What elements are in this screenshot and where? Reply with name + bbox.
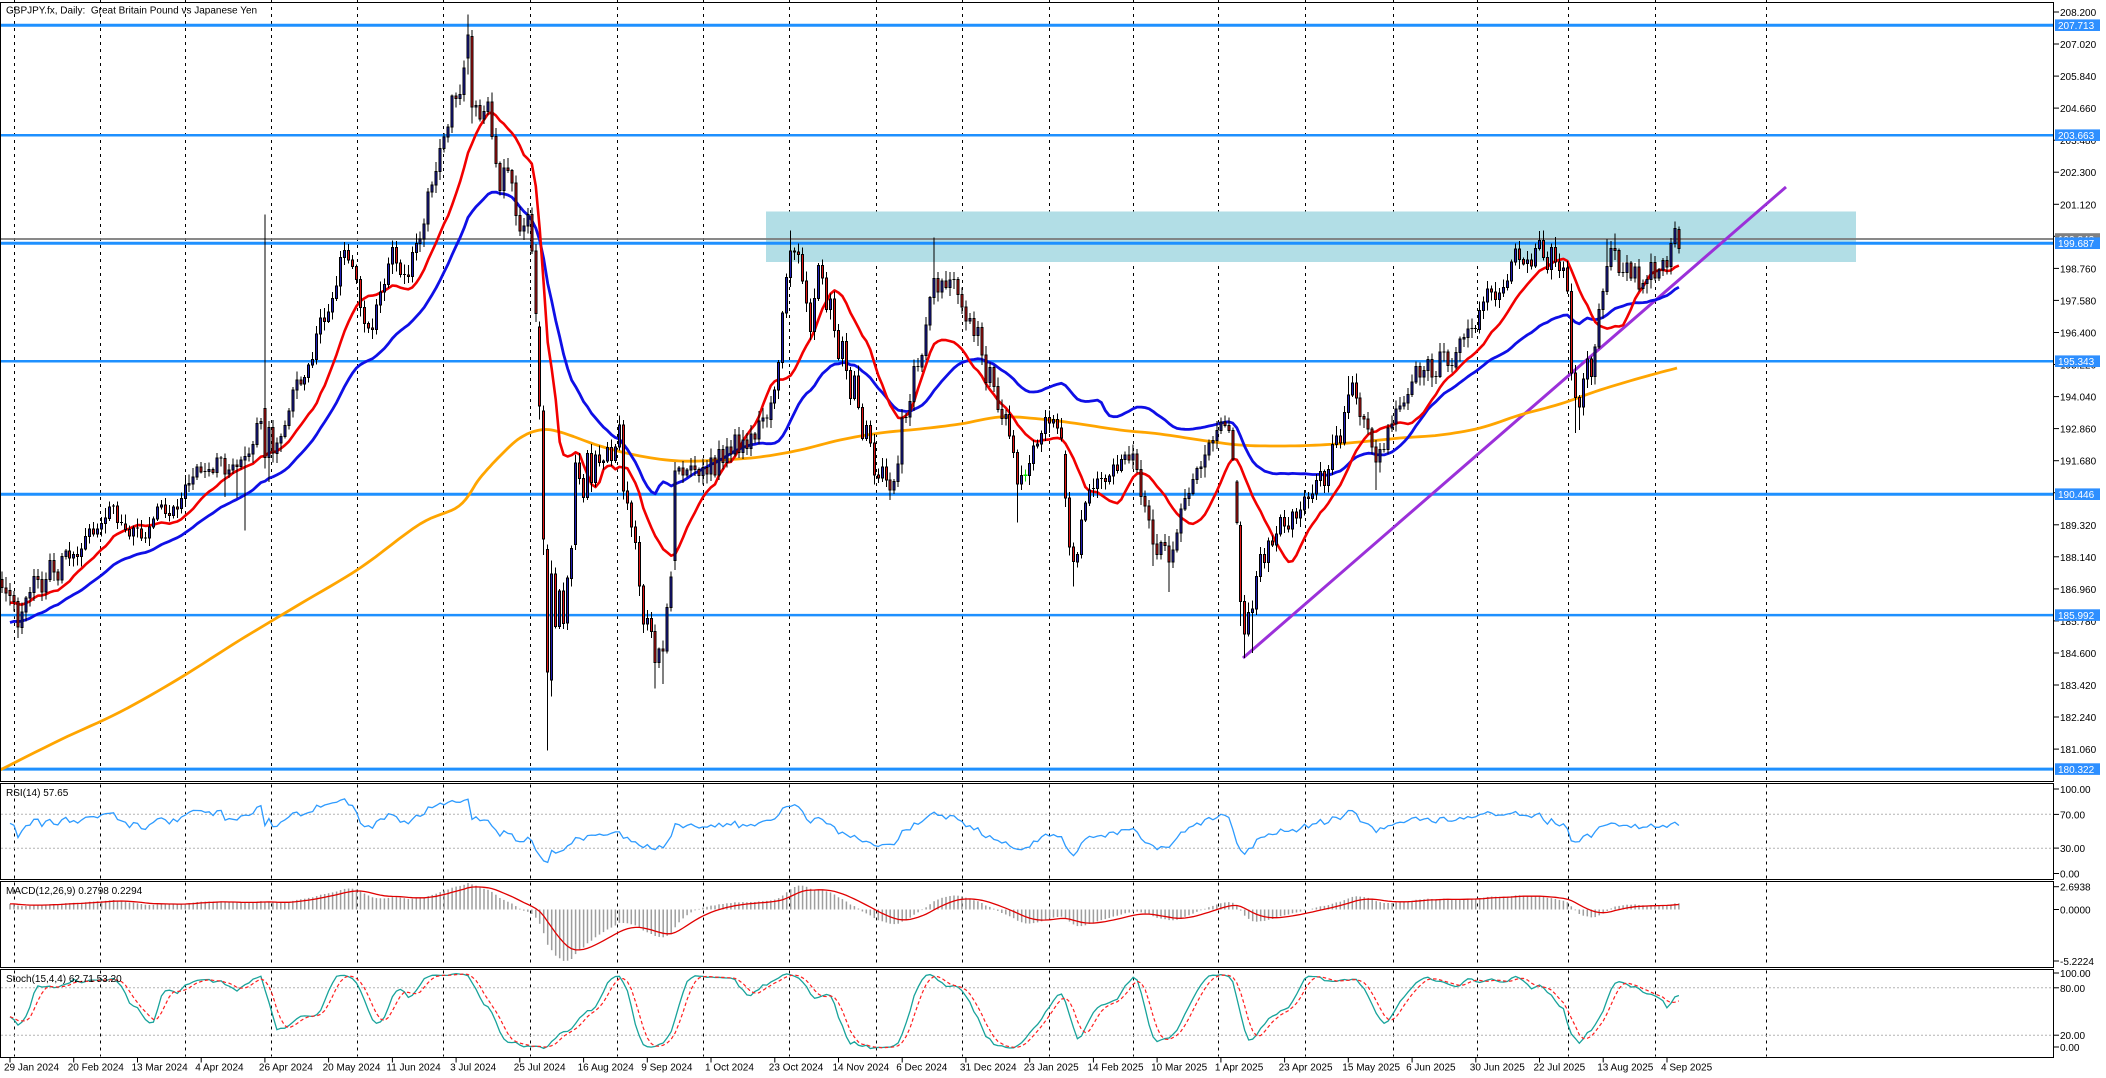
svg-text:20 Feb 2024: 20 Feb 2024 — [68, 1063, 125, 1074]
svg-text:202.300: 202.300 — [2060, 168, 2097, 179]
svg-text:198.760: 198.760 — [2060, 264, 2097, 275]
svg-text:208.200: 208.200 — [2060, 8, 2097, 19]
svg-text:1 Apr 2025: 1 Apr 2025 — [1215, 1063, 1264, 1074]
svg-text:2.6938: 2.6938 — [2060, 883, 2091, 894]
svg-text:188.140: 188.140 — [2060, 553, 2097, 564]
svg-text:186.960: 186.960 — [2060, 585, 2097, 596]
svg-text:183.420: 183.420 — [2060, 681, 2097, 692]
svg-text:6 Dec 2024: 6 Dec 2024 — [896, 1063, 948, 1074]
svg-text:197.580: 197.580 — [2060, 296, 2097, 307]
svg-text:20 May 2024: 20 May 2024 — [323, 1063, 381, 1074]
svg-text:196.400: 196.400 — [2060, 329, 2097, 340]
svg-text:25 Jul 2024: 25 Jul 2024 — [514, 1063, 566, 1074]
svg-text:MACD(12,26,9) 0.2798 0.2294: MACD(12,26,9) 0.2798 0.2294 — [6, 886, 143, 897]
svg-text:191.680: 191.680 — [2060, 457, 2097, 468]
svg-text:29 Jan 2024: 29 Jan 2024 — [4, 1063, 59, 1074]
svg-text:3 Jul 2024: 3 Jul 2024 — [450, 1063, 497, 1074]
svg-text:10 Mar 2025: 10 Mar 2025 — [1151, 1063, 1208, 1074]
svg-text:30.00: 30.00 — [2060, 844, 2085, 855]
svg-text:185.992: 185.992 — [2058, 611, 2095, 622]
svg-text:14 Feb 2025: 14 Feb 2025 — [1087, 1063, 1144, 1074]
svg-text:23 Apr 2025: 23 Apr 2025 — [1279, 1063, 1333, 1074]
svg-text:80.00: 80.00 — [2060, 984, 2085, 995]
svg-text:100.00: 100.00 — [2060, 785, 2091, 796]
svg-text:16 Aug 2024: 16 Aug 2024 — [578, 1063, 635, 1074]
svg-text:23 Oct 2024: 23 Oct 2024 — [769, 1063, 824, 1074]
svg-text:203.663: 203.663 — [2058, 131, 2095, 142]
svg-text:22 Jul 2025: 22 Jul 2025 — [1534, 1063, 1586, 1074]
svg-text:9 Sep 2024: 9 Sep 2024 — [641, 1063, 693, 1074]
svg-text:205.840: 205.840 — [2060, 72, 2097, 83]
svg-text:1 Oct 2024: 1 Oct 2024 — [705, 1063, 754, 1074]
svg-text:0.00: 0.00 — [2060, 870, 2080, 881]
svg-text:GBPJPY.fx, Daily: Great Brita: GBPJPY.fx, Daily: Great Britain Pound vs… — [6, 6, 257, 17]
svg-text:70.00: 70.00 — [2060, 810, 2085, 821]
svg-text:207.713: 207.713 — [2058, 21, 2095, 32]
svg-text:194.040: 194.040 — [2060, 393, 2097, 404]
svg-text:6 Jun 2025: 6 Jun 2025 — [1406, 1063, 1456, 1074]
svg-text:195.343: 195.343 — [2058, 357, 2095, 368]
svg-text:189.320: 189.320 — [2060, 521, 2097, 532]
svg-text:26 Apr 2024: 26 Apr 2024 — [259, 1063, 313, 1074]
svg-text:190.446: 190.446 — [2058, 490, 2095, 501]
svg-text:0.00: 0.00 — [2060, 1043, 2080, 1054]
svg-text:15 May 2025: 15 May 2025 — [1342, 1063, 1400, 1074]
svg-text:192.860: 192.860 — [2060, 425, 2097, 436]
svg-text:14 Nov 2024: 14 Nov 2024 — [833, 1063, 890, 1074]
svg-text:100.00: 100.00 — [2060, 969, 2091, 980]
svg-text:31 Dec 2024: 31 Dec 2024 — [960, 1063, 1017, 1074]
svg-text:199.687: 199.687 — [2058, 239, 2095, 250]
svg-text:180.322: 180.322 — [2058, 765, 2095, 776]
svg-text:Stoch(15,4,4) 62.71 53.20: Stoch(15,4,4) 62.71 53.20 — [6, 974, 122, 985]
svg-text:23 Jan 2025: 23 Jan 2025 — [1024, 1063, 1079, 1074]
svg-text:20.00: 20.00 — [2060, 1031, 2085, 1042]
svg-text:4 Sep 2025: 4 Sep 2025 — [1661, 1063, 1713, 1074]
svg-text:11 Jun 2024: 11 Jun 2024 — [386, 1063, 441, 1074]
svg-text:181.060: 181.060 — [2060, 745, 2097, 756]
svg-text:13 Aug 2025: 13 Aug 2025 — [1597, 1063, 1654, 1074]
svg-text:30 Jun 2025: 30 Jun 2025 — [1470, 1063, 1525, 1074]
svg-text:182.240: 182.240 — [2060, 713, 2097, 724]
svg-text:184.600: 184.600 — [2060, 649, 2097, 660]
svg-text:-5.2224: -5.2224 — [2060, 957, 2094, 968]
svg-text:RSI(14) 57.65: RSI(14) 57.65 — [6, 788, 69, 799]
svg-text:185.780: 185.780 — [2060, 617, 2097, 628]
svg-text:203.480: 203.480 — [2060, 136, 2097, 147]
svg-text:201.120: 201.120 — [2060, 200, 2097, 211]
svg-text:204.660: 204.660 — [2060, 104, 2097, 115]
svg-text:207.020: 207.020 — [2060, 40, 2097, 51]
svg-text:0.0000: 0.0000 — [2060, 906, 2091, 917]
svg-text:13 Mar 2024: 13 Mar 2024 — [132, 1063, 189, 1074]
svg-text:4 Apr 2024: 4 Apr 2024 — [195, 1063, 244, 1074]
